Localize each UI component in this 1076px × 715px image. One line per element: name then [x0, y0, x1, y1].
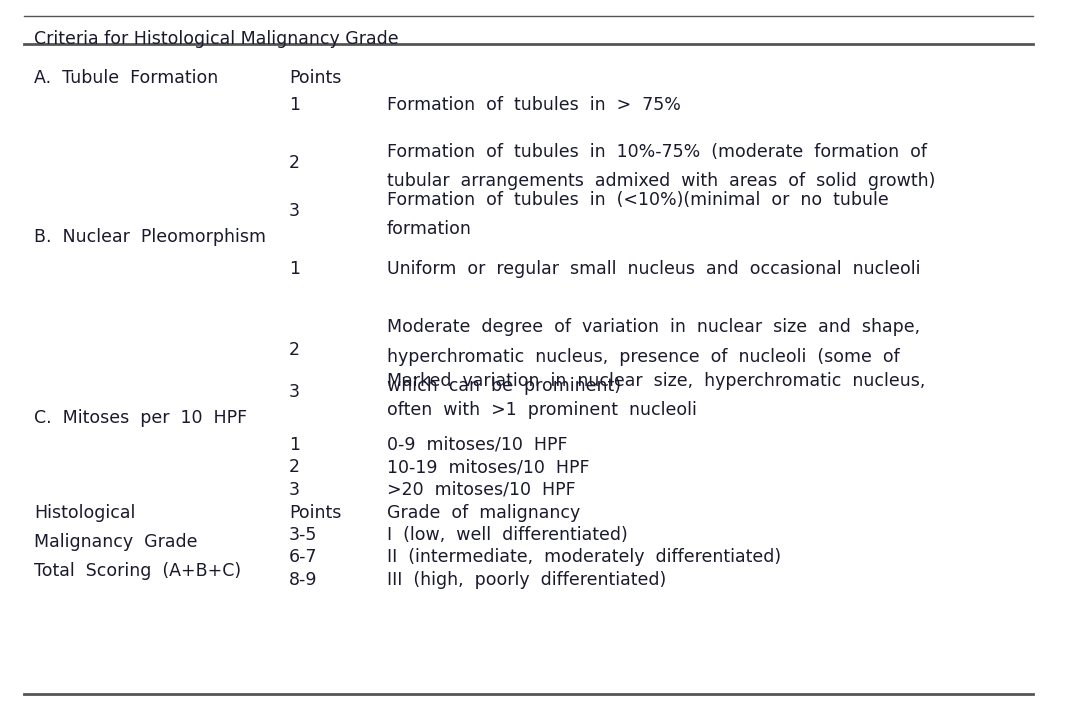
Text: 6-7: 6-7	[288, 548, 317, 566]
Text: Marked  variation  in  nuclear  size,  hyperchromatic  nucleus,
often  with  >1 : Marked variation in nuclear size, hyperc…	[386, 372, 925, 419]
Text: Moderate  degree  of  variation  in  nuclear  size  and  shape,
hyperchromatic  : Moderate degree of variation in nuclear …	[386, 318, 920, 395]
Text: Uniform  or  regular  small  nucleus  and  occasional  nucleoli: Uniform or regular small nucleus and occ…	[386, 260, 920, 278]
Text: 8-9: 8-9	[288, 571, 317, 588]
Text: Formation  of  tubules  in  (<10%)(minimal  or  no  tubule
formation: Formation of tubules in (<10%)(minimal o…	[386, 191, 889, 238]
Text: Points: Points	[288, 69, 341, 87]
Text: A.  Tubule  Formation: A. Tubule Formation	[34, 69, 218, 87]
Text: Histological
Malignancy  Grade
Total  Scoring  (A+B+C): Histological Malignancy Grade Total Scor…	[34, 503, 241, 580]
Text: 3: 3	[288, 481, 300, 499]
Text: I  (low,  well  differentiated): I (low, well differentiated)	[386, 526, 627, 544]
Text: 0-9  mitoses/10  HPF: 0-9 mitoses/10 HPF	[386, 435, 567, 453]
Text: 10-19  mitoses/10  HPF: 10-19 mitoses/10 HPF	[386, 458, 590, 476]
Text: >20  mitoses/10  HPF: >20 mitoses/10 HPF	[386, 481, 576, 499]
Text: II  (intermediate,  moderately  differentiated): II (intermediate, moderately differentia…	[386, 548, 781, 566]
Text: C.  Mitoses  per  10  HPF: C. Mitoses per 10 HPF	[34, 408, 247, 427]
Text: 1: 1	[288, 260, 300, 278]
Text: Grade  of  malignancy: Grade of malignancy	[386, 503, 580, 522]
Text: Formation  of  tubules  in  >  75%: Formation of tubules in > 75%	[386, 97, 680, 114]
Text: 3: 3	[288, 383, 300, 401]
Text: 1: 1	[288, 97, 300, 114]
Text: 3-5: 3-5	[288, 526, 317, 544]
Text: III  (high,  poorly  differentiated): III (high, poorly differentiated)	[386, 571, 666, 588]
Text: 2: 2	[288, 458, 300, 476]
Text: 2: 2	[288, 341, 300, 359]
Text: 1: 1	[288, 435, 300, 453]
Text: 3: 3	[288, 202, 300, 220]
Text: Formation  of  tubules  in  10%-75%  (moderate  formation  of
tubular  arrangeme: Formation of tubules in 10%-75% (moderat…	[386, 142, 935, 189]
Text: B.  Nuclear  Pleomorphism: B. Nuclear Pleomorphism	[34, 228, 267, 247]
Text: Criteria for Histological Malignancy Grade: Criteria for Histological Malignancy Gra…	[34, 30, 399, 48]
Text: Points: Points	[288, 503, 341, 522]
Text: 2: 2	[288, 154, 300, 172]
